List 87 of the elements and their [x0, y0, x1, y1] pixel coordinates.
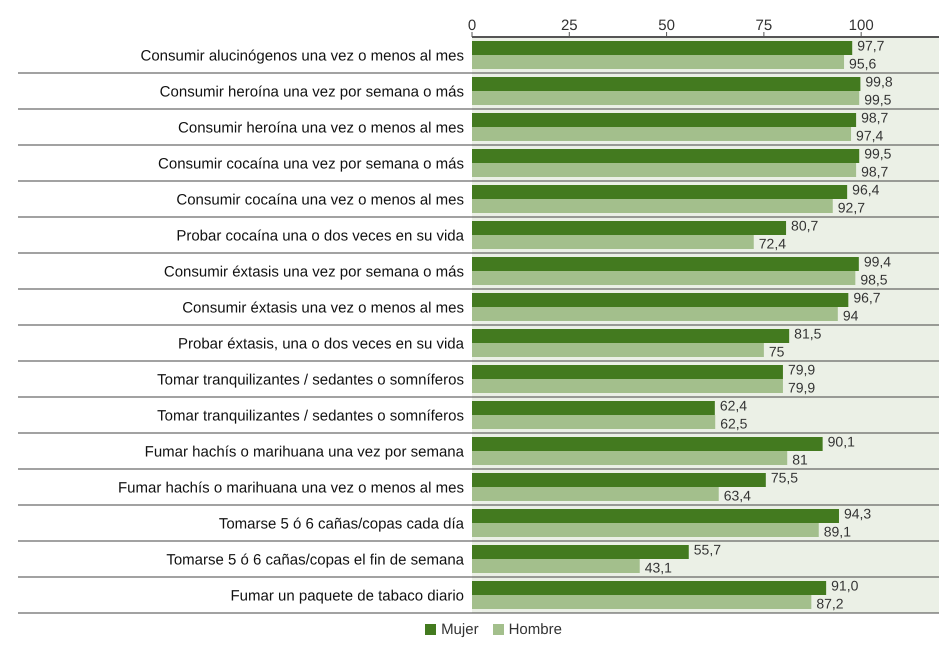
bar — [472, 113, 856, 127]
data-label: 79,9 — [788, 380, 816, 396]
y-tick-label: Consumir cocaína una vez por semana o más — [158, 155, 464, 172]
data-label: 62,4 — [720, 398, 748, 414]
data-label: 98,7 — [861, 110, 889, 126]
data-label: 96,4 — [852, 182, 880, 198]
data-label: 63,4 — [724, 488, 752, 504]
y-tick-label: Fumar un paquete de tabaco diario — [230, 587, 464, 604]
legend-label: Mujer — [441, 621, 479, 638]
y-tick-label: Consumir éxtasis una vez o menos al mes — [182, 299, 464, 316]
data-label: 97,7 — [857, 38, 885, 54]
bar — [472, 271, 856, 285]
data-label: 55,7 — [694, 542, 722, 558]
data-label: 99,4 — [864, 254, 892, 270]
bar — [472, 91, 860, 105]
data-label: 75,5 — [770, 470, 798, 486]
y-tick-label: Probar cocaína una o dos veces en su vida — [176, 227, 465, 244]
bar — [472, 185, 848, 199]
bar — [472, 545, 689, 559]
data-label: 99,8 — [865, 74, 893, 90]
data-label: 80,7 — [791, 218, 819, 234]
legend-label: Hombre — [508, 621, 562, 638]
bar — [472, 379, 783, 393]
y-tick-label: Tomar tranquilizantes / sedantes o somníferos — [157, 371, 464, 388]
x-tick-label: 50 — [658, 17, 675, 34]
bar — [472, 329, 790, 343]
bar — [472, 473, 766, 487]
data-label: 91,0 — [831, 578, 859, 594]
bar — [472, 235, 754, 249]
bar — [472, 55, 844, 69]
data-label: 97,4 — [856, 128, 884, 144]
bar — [472, 257, 859, 271]
data-label: 79,9 — [788, 362, 816, 378]
data-label: 94,3 — [844, 506, 872, 522]
data-label: 87,2 — [816, 596, 844, 612]
data-label: 98,7 — [861, 164, 889, 180]
y-tick-label: Fumar hachís o marihuana una vez o menos al mes — [118, 479, 464, 496]
y-tick-label: Consumir heroína una vez por semana o más — [160, 83, 464, 100]
data-label: 96,7 — [853, 290, 881, 306]
data-label: 90,1 — [828, 434, 856, 450]
y-tick-label: Tomarse 5 ó 6 cañas/copas el fin de semana — [166, 551, 465, 568]
bar — [472, 127, 852, 141]
y-tick-label: Consumir heroína una vez o menos al mes — [178, 119, 464, 136]
y-tick-label: Consumir éxtasis una vez por semana o más — [164, 263, 464, 280]
data-label: 81 — [792, 452, 808, 468]
data-label: 99,5 — [864, 92, 892, 108]
bar — [472, 437, 823, 451]
bar — [472, 149, 860, 163]
x-tick-label: 25 — [560, 17, 578, 34]
bar — [472, 221, 786, 235]
bar — [472, 77, 860, 91]
bar — [472, 293, 848, 307]
bar — [472, 365, 783, 379]
bar — [472, 199, 833, 213]
y-tick-label: Fumar hachís o marihuana una vez por semana — [144, 443, 465, 460]
bar — [472, 307, 838, 321]
data-label: 92,7 — [838, 200, 866, 216]
y-tick-label: Tomarse 5 ó 6 cañas/copas cada día — [218, 515, 465, 532]
bar — [472, 451, 788, 465]
data-label: 62,5 — [720, 416, 748, 432]
x-tick-label: 100 — [848, 17, 874, 34]
bar — [472, 581, 826, 595]
bar — [472, 343, 764, 357]
bar — [472, 163, 856, 177]
y-tick-label: Consumir alucinógenos una vez o menos al mes — [140, 47, 464, 64]
bar — [472, 415, 716, 429]
bar — [472, 401, 715, 415]
bar — [472, 523, 819, 537]
data-label: 81,5 — [794, 326, 822, 342]
bar — [472, 41, 852, 55]
bar — [472, 487, 719, 501]
data-label: 43,1 — [644, 560, 672, 576]
data-label: 94 — [842, 308, 859, 324]
bar — [472, 559, 640, 573]
data-label: 89,1 — [824, 524, 852, 540]
bar — [472, 509, 839, 523]
x-tick-label: 0 — [468, 17, 476, 34]
bar — [472, 595, 812, 609]
data-label: 95,6 — [849, 56, 877, 72]
y-tick-label: Tomar tranquilizantes / sedantes o somníferos — [157, 407, 464, 424]
y-tick-label: Probar éxtasis, una o dos veces en su vida — [178, 335, 465, 352]
data-label: 98,5 — [860, 272, 888, 288]
data-label: 75 — [768, 344, 785, 360]
x-tick-label: 75 — [756, 17, 772, 34]
data-label: 99,5 — [864, 146, 892, 162]
data-label: 72,4 — [758, 236, 786, 252]
y-tick-label: Consumir cocaína una vez o menos al mes — [176, 191, 464, 208]
